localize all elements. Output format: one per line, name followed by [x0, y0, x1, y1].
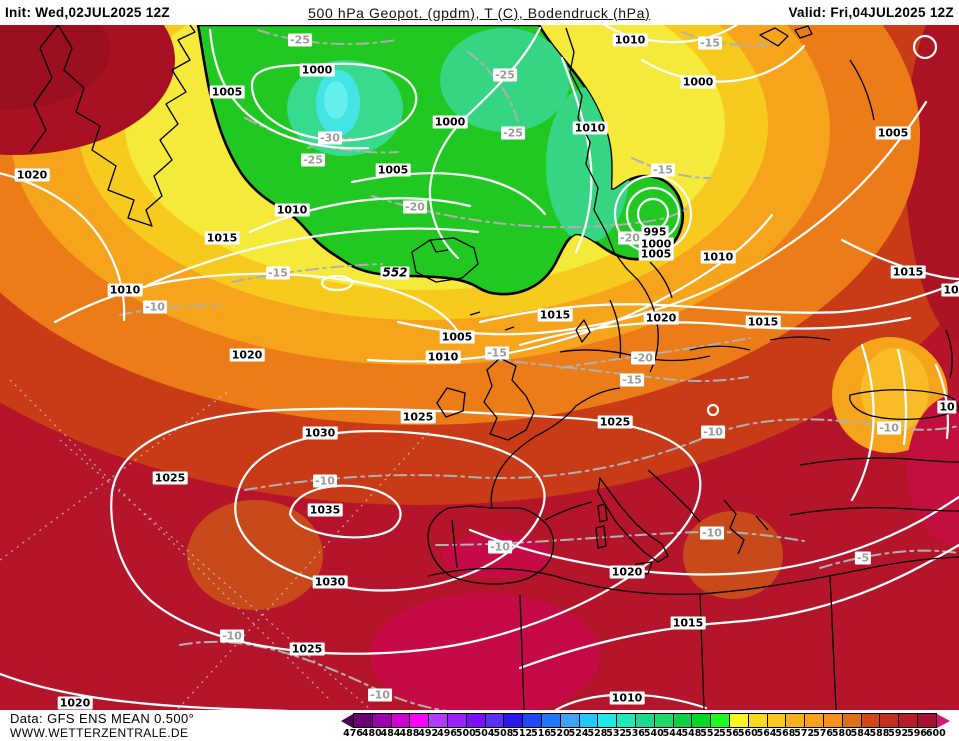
- isobar-lines: [0, 18, 959, 713]
- scale-tick: 504: [474, 728, 495, 739]
- scale-tick: 552: [700, 728, 721, 739]
- scale-tick: 596: [907, 728, 927, 739]
- scale-tick: 556: [719, 728, 739, 739]
- coastlines: [29, 24, 959, 711]
- scale-tick: 540: [643, 728, 664, 739]
- balkan-coast: [647, 469, 769, 555]
- scale-cells: [353, 713, 937, 728]
- scale-cell: [917, 714, 936, 727]
- scale-tick: 496: [437, 728, 457, 739]
- iceland-coast: [411, 237, 479, 283]
- scale-tick: 500: [455, 728, 476, 739]
- scale-cell: [447, 714, 467, 727]
- website-label: WWW.WETTERZENTRALE.DE: [10, 726, 189, 740]
- scale-tick: 480: [361, 728, 382, 739]
- scale-tick: 476: [343, 728, 363, 739]
- scale-tick: 536: [625, 728, 645, 739]
- scale-cell: [372, 714, 392, 727]
- scale-tick: 520: [549, 728, 570, 739]
- scale-cell: [711, 714, 730, 727]
- geopotential-color-scale: [341, 713, 950, 728]
- scale-tick: 528: [587, 728, 608, 739]
- scale-cell: [391, 714, 411, 727]
- scale-cell: [729, 714, 749, 727]
- scale-cell: [429, 714, 448, 727]
- scale-cell: [504, 714, 524, 727]
- scale-cell: [598, 714, 618, 727]
- scale-cell: [523, 714, 542, 727]
- scale-tick: 584: [850, 728, 871, 739]
- scale-cell: [805, 714, 824, 727]
- scale-tick: 544: [662, 728, 683, 739]
- scale-tick: 508: [493, 728, 514, 739]
- black-sea-coast: [849, 389, 959, 421]
- scale-tick: 576: [813, 728, 833, 739]
- valid-timestamp: Valid: Fri,04JUL2025 12Z: [788, 5, 954, 20]
- scale-cell: [654, 714, 674, 727]
- scale-tick: 548: [681, 728, 702, 739]
- france-coast: [447, 387, 621, 509]
- scale-cell: [560, 714, 580, 727]
- scale-cell: [748, 714, 768, 727]
- scale-cell: [673, 714, 693, 727]
- scale-cell: [899, 714, 918, 727]
- svalbard-coast: [759, 25, 813, 47]
- scale-tick: 492: [418, 728, 439, 739]
- scale-cell: [786, 714, 806, 727]
- scale-tick: 484: [380, 728, 401, 739]
- scale-tick: 588: [869, 728, 890, 739]
- scale-cell: [767, 714, 787, 727]
- scale-tick: 568: [775, 728, 796, 739]
- scale-tick: 512: [512, 728, 533, 739]
- scale-cell: [823, 714, 843, 727]
- scale-tick: 580: [831, 728, 852, 739]
- ireland-coast: [436, 387, 466, 418]
- scale-left-arrow: [341, 713, 353, 728]
- init-timestamp: Init: Wed,02JUL2025 12Z: [5, 5, 170, 20]
- map-title: 500 hPa Geopot. (gpdm), T (C), Bodendruc…: [308, 4, 651, 21]
- scale-tick: 488: [399, 728, 420, 739]
- scale-cell: [617, 714, 636, 727]
- iberia-coast: [427, 507, 555, 585]
- scale-tick: 560: [737, 728, 758, 739]
- title-bar: Init: Wed,02JUL2025 12Z 500 hPa Geopot. …: [0, 0, 959, 25]
- norway-coast: [565, 27, 639, 281]
- scale-tick: 592: [888, 728, 909, 739]
- scale-cell: [880, 714, 900, 727]
- scale-cell: [635, 714, 655, 727]
- scale-cell: [579, 714, 599, 727]
- scale-tick: 516: [531, 728, 551, 739]
- scale-tick: 564: [756, 728, 777, 739]
- scale-tick: 524: [568, 728, 589, 739]
- turkey-coast: [789, 457, 959, 516]
- scale-cell: [842, 714, 862, 727]
- scale-cell: [466, 714, 486, 727]
- scale-tick: 600: [925, 728, 946, 739]
- britain-coast: [483, 357, 535, 441]
- scale-cell: [410, 714, 430, 727]
- greenland-coast: [57, 24, 196, 227]
- scale-tick-labels: 476 480 484 488 492 496 500 504 508 512 516 520 524 5…: [343, 728, 953, 740]
- scale-right-arrow: [936, 713, 950, 728]
- scale-cell: [692, 714, 712, 727]
- graticule-lines: [0, 379, 431, 741]
- data-source-label: Data: GFS ENS MEAN 0.500°: [10, 711, 195, 726]
- scale-cell: [354, 714, 373, 727]
- scale-tick: 532: [606, 728, 627, 739]
- scale-cell: [485, 714, 505, 727]
- scale-cell: [861, 714, 881, 727]
- italy-coast: [597, 477, 669, 563]
- scale-cell: [541, 714, 561, 727]
- scale-tick: 572: [794, 728, 815, 739]
